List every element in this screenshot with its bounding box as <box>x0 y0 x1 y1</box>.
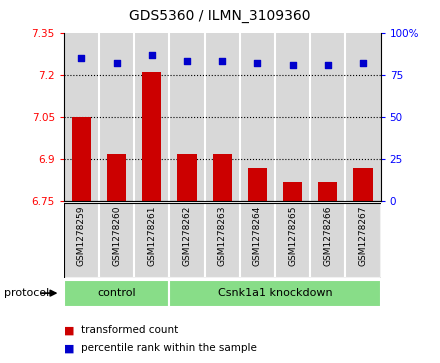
Bar <box>107 154 126 201</box>
Text: percentile rank within the sample: percentile rank within the sample <box>81 343 257 354</box>
Text: GSM1278259: GSM1278259 <box>77 205 86 266</box>
Text: GSM1278263: GSM1278263 <box>218 205 227 266</box>
Bar <box>213 154 232 201</box>
Bar <box>283 182 302 201</box>
Bar <box>205 33 240 201</box>
Point <box>359 60 367 66</box>
Bar <box>64 33 99 201</box>
Bar <box>248 168 267 201</box>
Text: GDS5360 / ILMN_3109360: GDS5360 / ILMN_3109360 <box>129 9 311 23</box>
Bar <box>275 33 310 201</box>
Text: GSM1278262: GSM1278262 <box>183 205 191 266</box>
FancyBboxPatch shape <box>240 203 275 278</box>
Point <box>289 62 296 68</box>
Text: ■: ■ <box>64 325 74 335</box>
Point <box>148 52 155 57</box>
Text: GSM1278266: GSM1278266 <box>323 205 332 266</box>
Text: control: control <box>97 288 136 298</box>
Text: protocol: protocol <box>4 288 50 298</box>
Text: GSM1278260: GSM1278260 <box>112 205 121 266</box>
Text: GSM1278261: GSM1278261 <box>147 205 156 266</box>
Text: transformed count: transformed count <box>81 325 179 335</box>
Bar <box>240 33 275 201</box>
Bar <box>345 33 381 201</box>
Text: GSM1278264: GSM1278264 <box>253 205 262 266</box>
FancyBboxPatch shape <box>205 203 240 278</box>
Point <box>78 55 85 61</box>
FancyBboxPatch shape <box>64 280 169 307</box>
FancyBboxPatch shape <box>99 203 134 278</box>
Point <box>113 60 120 66</box>
Text: ■: ■ <box>64 343 74 354</box>
Point <box>254 60 261 66</box>
FancyBboxPatch shape <box>345 203 381 278</box>
FancyBboxPatch shape <box>169 203 205 278</box>
Bar <box>169 33 205 201</box>
Text: GSM1278265: GSM1278265 <box>288 205 297 266</box>
Bar <box>353 168 373 201</box>
FancyBboxPatch shape <box>310 203 345 278</box>
Text: Csnk1a1 knockdown: Csnk1a1 knockdown <box>218 288 332 298</box>
Bar <box>142 72 161 201</box>
Point <box>324 62 331 68</box>
FancyBboxPatch shape <box>275 203 310 278</box>
Bar <box>72 117 91 201</box>
FancyBboxPatch shape <box>64 203 99 278</box>
Bar <box>310 33 345 201</box>
Text: GSM1278267: GSM1278267 <box>359 205 367 266</box>
Bar <box>318 182 337 201</box>
FancyBboxPatch shape <box>169 280 381 307</box>
Bar <box>134 33 169 201</box>
Point <box>219 58 226 64</box>
Bar <box>177 154 197 201</box>
FancyBboxPatch shape <box>134 203 169 278</box>
Point <box>183 58 191 64</box>
Bar <box>99 33 134 201</box>
